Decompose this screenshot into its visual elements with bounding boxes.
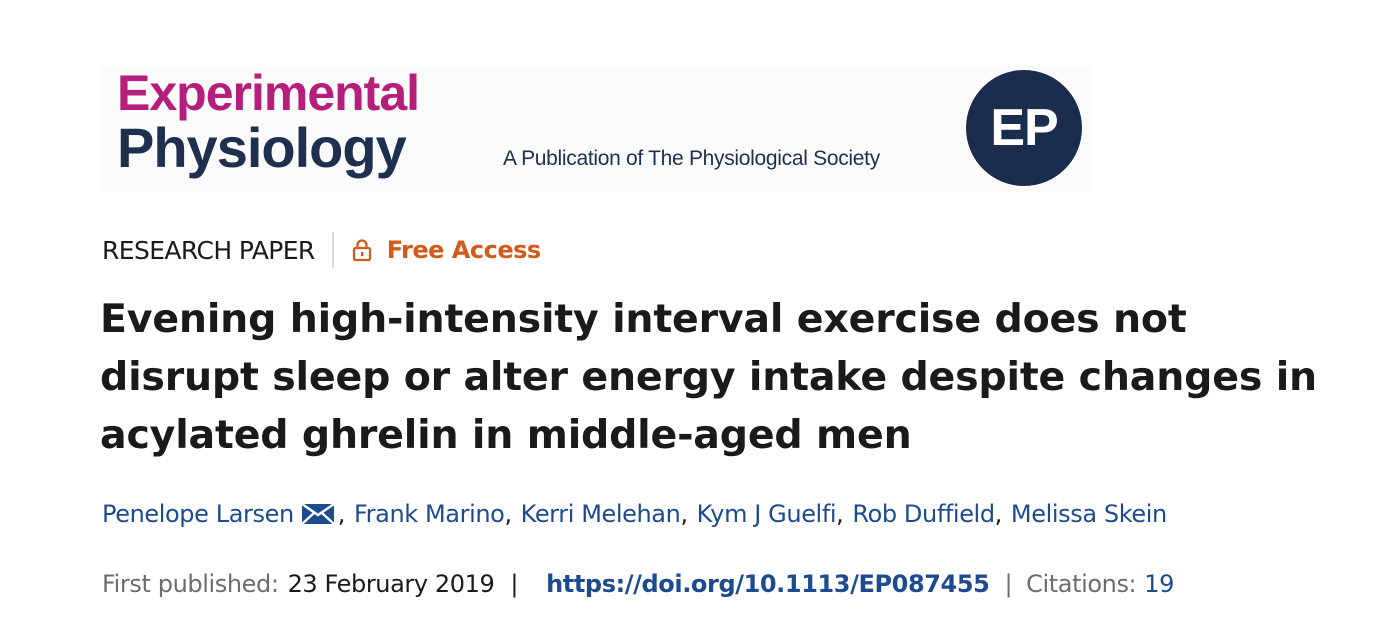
author-separator: , — [504, 500, 512, 528]
author-link[interactable]: Frank Marino — [354, 500, 505, 528]
free-access-label: Free Access — [386, 236, 541, 264]
ep-logo-text: EP — [990, 99, 1058, 157]
citations-label: Citations: — [1026, 570, 1137, 598]
author-link[interactable]: Melissa Skein — [1010, 500, 1167, 528]
article-meta-row: RESEARCH PAPER Free Access — [102, 232, 541, 268]
journal-logo-line1[interactable]: Experimental — [117, 65, 420, 121]
journal-tagline: A Publication of The Physiological Socie… — [503, 147, 880, 170]
journal-logo-line2[interactable]: Physiology — [117, 116, 407, 179]
first-published-date: 23 February 2019 — [287, 570, 495, 598]
author-link[interactable]: Kym J Guelfi — [696, 500, 837, 528]
author-separator: , — [994, 500, 1003, 528]
article-type: RESEARCH PAPER — [102, 235, 315, 265]
ep-logo-badge: EP — [966, 70, 1082, 186]
doi-link[interactable]: https://doi.org/10.1113/EP087455 — [546, 570, 990, 598]
author-list: Penelope Larsen , Frank Marino , Kerri M… — [102, 500, 1167, 528]
mail-icon[interactable] — [300, 503, 335, 525]
lock-icon — [352, 239, 371, 262]
info-separator: | — [1004, 570, 1013, 598]
citations-count[interactable]: 19 — [1144, 570, 1174, 598]
info-separator: | — [510, 570, 519, 598]
author-link[interactable]: Rob Duffield — [852, 500, 995, 528]
author-link[interactable]: Penelope Larsen — [102, 500, 294, 528]
article-title: Evening high-intensity interval exercise… — [100, 296, 1317, 458]
publication-info: First published: 23 February 2019 | http… — [102, 570, 1174, 598]
author-separator: , — [337, 500, 346, 528]
author-separator: , — [680, 500, 688, 528]
journal-banner[interactable] — [100, 66, 1092, 192]
first-published-label: First published: — [102, 570, 279, 598]
author-separator: , — [836, 500, 844, 528]
author-link[interactable]: Kerri Melehan — [520, 500, 681, 528]
divider — [331, 232, 334, 268]
